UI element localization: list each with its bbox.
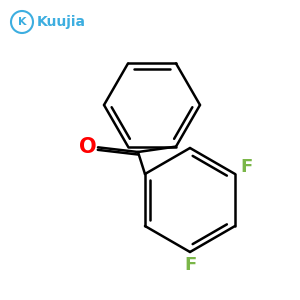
Text: O: O	[79, 137, 97, 157]
Text: K: K	[18, 17, 26, 27]
Text: Kuujia: Kuujia	[37, 15, 86, 29]
Text: F: F	[184, 256, 196, 274]
Text: F: F	[240, 158, 252, 176]
